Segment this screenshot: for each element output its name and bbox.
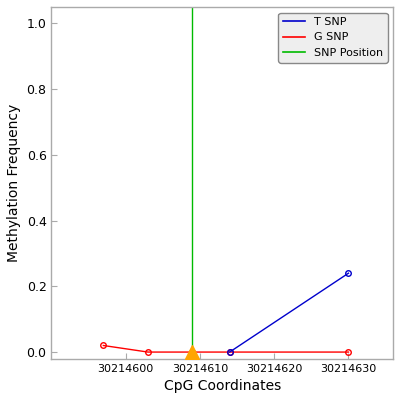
X-axis label: CpG Coordinates: CpG Coordinates	[164, 379, 281, 393]
Y-axis label: Methylation Frequency: Methylation Frequency	[7, 104, 21, 262]
Legend: T SNP, G SNP, SNP Position: T SNP, G SNP, SNP Position	[278, 12, 388, 62]
